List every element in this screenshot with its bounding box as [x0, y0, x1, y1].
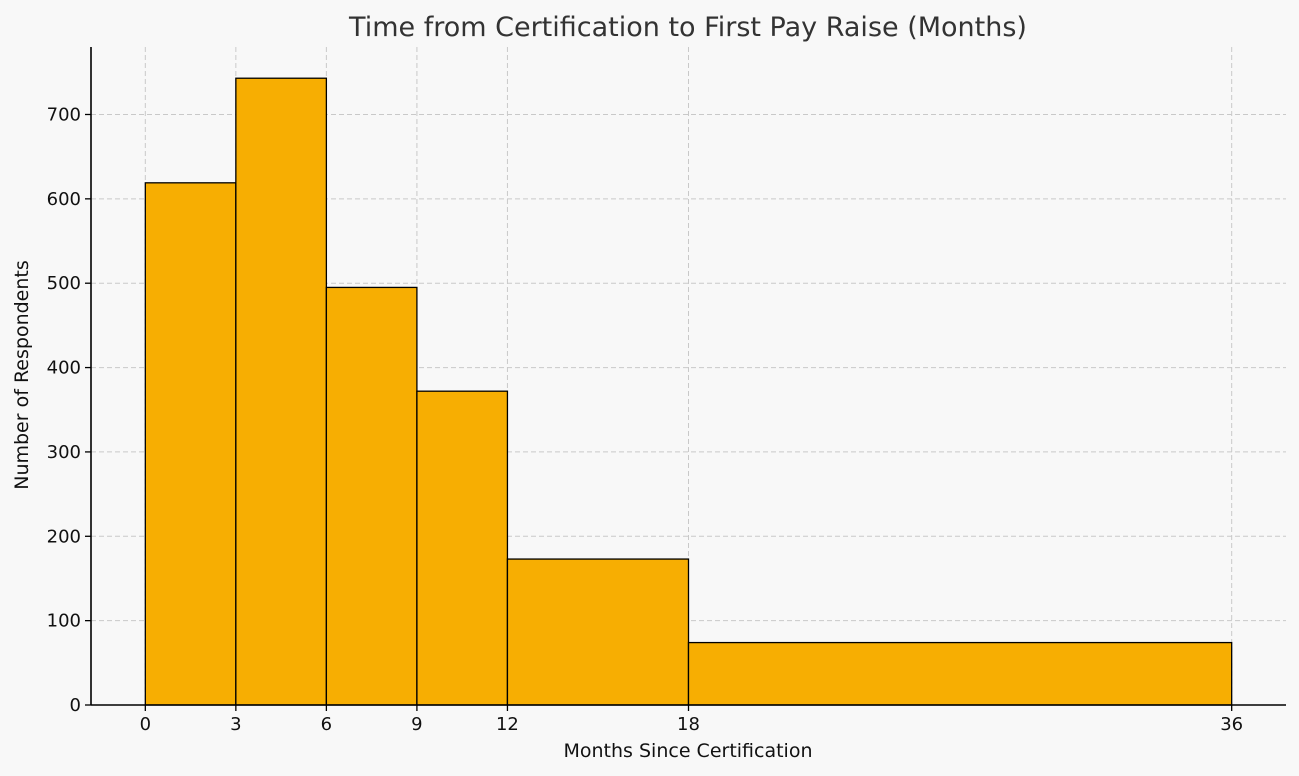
x-axis-ticks: 0 3 6 9 12 18 36	[140, 705, 1243, 735]
y-tick-label: 0	[70, 695, 81, 716]
x-tick-label: 6	[321, 714, 332, 735]
x-tick-label: 12	[496, 714, 519, 735]
x-tick-label: 3	[230, 714, 241, 735]
histogram-bar	[144, 182, 237, 706]
x-axis-label: Months Since Certification	[564, 740, 813, 762]
y-axis-ticks: 0 100 200 300 400 500 600 700	[47, 104, 91, 716]
histogram-bar	[416, 390, 509, 706]
histogram-bar	[687, 641, 1233, 706]
histogram-bar	[506, 558, 690, 706]
x-tick-label: 0	[140, 714, 151, 735]
y-tick-label: 400	[47, 358, 81, 379]
y-tick-label: 700	[47, 104, 81, 125]
y-tick-label: 200	[47, 526, 81, 547]
x-tick-label: 18	[677, 714, 700, 735]
y-axis-label: Number of Respondents	[11, 260, 33, 490]
histogram-bar	[325, 286, 418, 706]
chart-title: Time from Certification to First Pay Rai…	[348, 12, 1027, 43]
x-tick-label: 9	[411, 714, 422, 735]
y-tick-label: 100	[47, 611, 81, 632]
y-tick-label: 300	[47, 442, 81, 463]
x-tick-label: 36	[1220, 714, 1243, 735]
histogram-bar	[235, 77, 328, 706]
y-tick-label: 600	[47, 189, 81, 210]
y-tick-label: 500	[47, 273, 81, 294]
